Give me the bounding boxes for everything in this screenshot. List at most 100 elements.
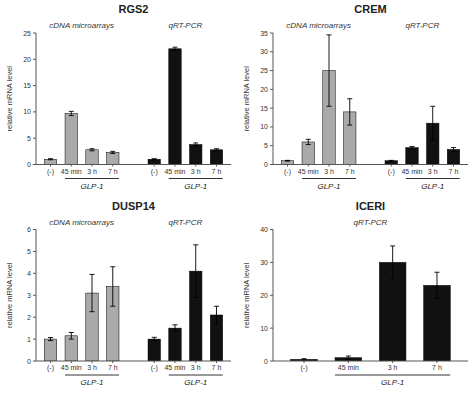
- title: RGS2: [119, 3, 149, 15]
- group-bracket: [302, 178, 356, 179]
- x-tick: [329, 165, 330, 167]
- x-tick-label: 7 h: [212, 364, 222, 371]
- y-tick-label: 25: [260, 67, 268, 74]
- error-cap: [152, 158, 157, 159]
- error-bar: [306, 139, 311, 144]
- error-cap: [152, 337, 157, 338]
- error-cap: [110, 151, 115, 152]
- error-bar: [90, 274, 95, 311]
- error-line: [174, 47, 175, 50]
- error-cap: [193, 244, 198, 245]
- error-bar: [302, 359, 307, 360]
- error-cap: [90, 150, 95, 151]
- x-tick: [304, 361, 305, 363]
- error-line: [436, 272, 437, 298]
- bar: [169, 49, 181, 165]
- error-line: [216, 306, 217, 324]
- error-cap: [69, 111, 74, 112]
- error-line: [174, 325, 175, 332]
- title: CREM: [354, 3, 386, 15]
- bar: [302, 142, 314, 165]
- error-bar: [69, 333, 74, 340]
- x-tick-label: 45 min: [298, 168, 319, 175]
- error-cap: [90, 148, 95, 149]
- error-cap: [152, 340, 157, 341]
- y-tick-label: 5: [27, 248, 31, 255]
- annotation: qRT-PCR: [354, 218, 388, 227]
- x-tick-label: 45 min: [164, 168, 185, 175]
- annotation: qRT-PCR: [168, 21, 202, 30]
- error-line: [92, 274, 93, 311]
- x-tick: [50, 361, 51, 363]
- error-bar: [434, 272, 439, 298]
- plot-area: [44, 245, 222, 361]
- error-bar: [48, 159, 53, 160]
- error-line: [154, 337, 155, 341]
- y-tick-label: 3: [27, 292, 31, 299]
- y-tick-label: 5: [27, 135, 31, 142]
- x-tick-label: 7 h: [432, 364, 442, 371]
- annotation: cDNA microarrays: [49, 21, 114, 30]
- error-cap: [451, 147, 456, 148]
- error-bar: [451, 148, 456, 152]
- x-tick-label: 3 h: [87, 168, 97, 175]
- annotation: cDNA microarrays: [49, 218, 114, 227]
- x-tick-label: 7 h: [108, 364, 118, 371]
- y-tick-label: 10: [260, 325, 268, 332]
- error-bar: [214, 306, 219, 324]
- error-bar: [430, 106, 435, 140]
- error-line: [392, 246, 393, 279]
- error-cap: [346, 359, 351, 360]
- x-tick-label: 3 h: [324, 168, 334, 175]
- x-tick: [71, 361, 72, 363]
- error-bar: [409, 146, 414, 148]
- y-axis: [36, 33, 37, 165]
- group-bracket: [65, 375, 119, 376]
- y-tick-label: 20: [260, 86, 268, 93]
- group-bracket: [169, 178, 223, 179]
- x-tick: [436, 361, 437, 363]
- error-cap: [214, 150, 219, 151]
- x-tick-label: (-): [47, 168, 54, 176]
- error-cap: [430, 106, 435, 107]
- bar: [210, 150, 222, 165]
- error-cap: [172, 50, 177, 51]
- error-cap: [193, 146, 198, 147]
- x-tick-label: (-): [151, 168, 158, 176]
- error-cap: [110, 306, 115, 307]
- error-line: [71, 111, 72, 115]
- x-tick-label: 45 min: [338, 364, 359, 371]
- y-axis: [273, 33, 274, 165]
- title: ICERI: [356, 200, 385, 212]
- error-bar: [346, 356, 351, 359]
- y-tick-label: 4: [27, 270, 31, 277]
- x-tick: [154, 165, 155, 167]
- y-tick-label: 35: [260, 30, 268, 37]
- error-cap: [306, 144, 311, 145]
- y-tick-label: 2: [27, 314, 31, 321]
- x-tick: [195, 361, 196, 363]
- panel: DUSP14cDNA microarraysqRT-PCRrelative mR…: [5, 200, 232, 388]
- error-cap: [69, 339, 74, 340]
- y-axis: [273, 230, 274, 362]
- error-cap: [430, 140, 435, 141]
- error-cap: [347, 98, 352, 99]
- bar: [406, 148, 418, 165]
- error-cap: [90, 311, 95, 312]
- x-tick: [71, 165, 72, 167]
- x-tick: [50, 165, 51, 167]
- annotation: qRT-PCR: [168, 218, 202, 227]
- x-tick-label: 7 h: [345, 168, 355, 175]
- error-cap: [48, 158, 53, 159]
- error-cap: [285, 161, 290, 162]
- x-tick: [216, 165, 217, 167]
- x-tick: [216, 361, 217, 363]
- error-cap: [389, 161, 394, 162]
- group-label: GLP-1: [184, 378, 207, 387]
- group-bracket: [406, 178, 460, 179]
- panel: ICERIqRT-PCRrelative mRNA level010203040…: [242, 200, 469, 388]
- x-tick-label: 3 h: [191, 364, 201, 371]
- y-axis-label: relative mRNA level: [5, 66, 14, 132]
- error-cap: [214, 306, 219, 307]
- error-cap: [389, 160, 394, 161]
